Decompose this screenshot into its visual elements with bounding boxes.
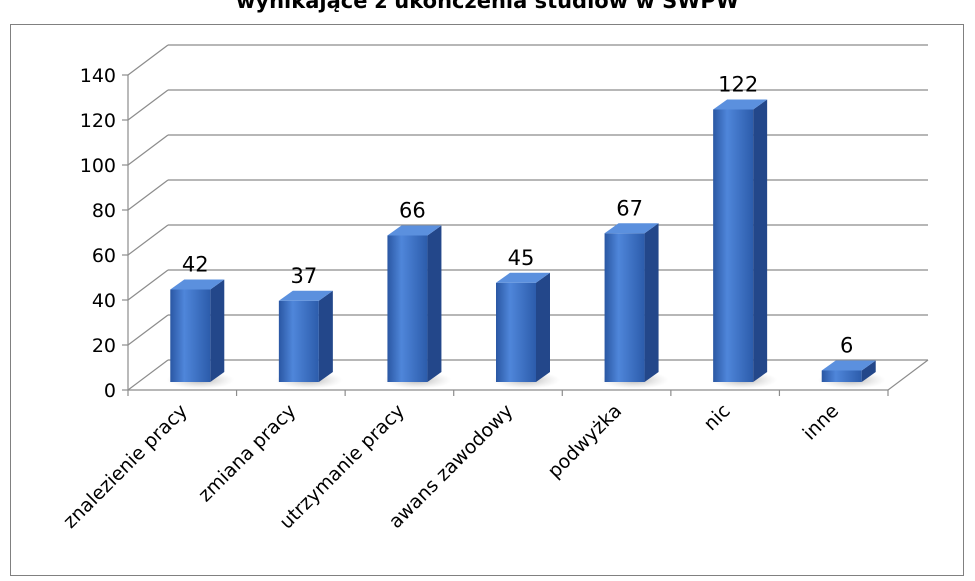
- data-label: 45: [508, 246, 535, 270]
- gridline-diagonal: [127, 44, 169, 76]
- bar-top: [821, 360, 876, 371]
- y-tick-label: 20: [92, 335, 116, 357]
- data-label: 6: [840, 334, 853, 358]
- bar-7: [817, 360, 886, 389]
- data-label: 122: [718, 73, 758, 97]
- data-label: 42: [182, 253, 209, 277]
- gridline-diagonal: [127, 134, 169, 166]
- bar: [170, 289, 211, 382]
- gridline-diagonal: [127, 89, 169, 121]
- bar-top: [713, 99, 768, 110]
- bar-5: [600, 223, 669, 389]
- x-tick-label: zmiana pracy: [194, 400, 300, 506]
- gridline-diagonal: [127, 314, 169, 346]
- bar-side: [536, 272, 550, 382]
- bar-top: [604, 223, 659, 234]
- bar: [604, 233, 645, 382]
- bar-4: [492, 272, 560, 389]
- x-tick-label: znalezienie pracy: [59, 400, 192, 533]
- bar-1: [166, 279, 235, 389]
- bar-side: [753, 99, 768, 382]
- bar-side: [861, 360, 876, 382]
- gridline-diagonal: [127, 179, 169, 211]
- gridline-diagonal: [127, 359, 169, 391]
- y-tick-label: 120: [80, 110, 116, 132]
- bar-side: [644, 223, 659, 382]
- y-tick-label: 40: [92, 290, 116, 312]
- gridline-diagonal: [127, 269, 169, 301]
- bar-top: [278, 290, 333, 301]
- chart-frame: [10, 24, 964, 576]
- bar-side: [210, 279, 225, 382]
- data-label: 67: [616, 196, 643, 220]
- x-tick-label: nic: [699, 400, 734, 435]
- y-tick-label: 60: [92, 245, 116, 267]
- bar-top: [170, 279, 225, 290]
- bar-3: [383, 225, 452, 389]
- bar: [387, 235, 428, 382]
- bar: [278, 300, 319, 382]
- bar: [821, 370, 862, 382]
- bar-top: [496, 272, 550, 283]
- x-tick-label: podwyżka: [543, 400, 626, 483]
- y-tick-label: 140: [80, 65, 116, 87]
- bar-side: [427, 225, 442, 382]
- x-tick-label: inne: [799, 400, 844, 445]
- chart-title: wynikające z ukończenia studiów w SWPW: [236, 0, 739, 13]
- bar-side: [318, 290, 333, 382]
- bar: [496, 282, 536, 382]
- y-tick-label: 0: [104, 380, 116, 402]
- bar: [713, 109, 754, 382]
- data-label: 37: [290, 264, 317, 288]
- bar-top: [387, 225, 442, 236]
- data-label: 66: [399, 199, 426, 223]
- floor-right-edge: [887, 359, 929, 391]
- y-tick-label: 80: [92, 200, 116, 222]
- bars-layer: [166, 99, 886, 389]
- y-tick-label: 100: [80, 155, 116, 177]
- bar-2: [274, 290, 343, 389]
- gridline-diagonal: [127, 224, 169, 256]
- bar-6: [709, 99, 778, 389]
